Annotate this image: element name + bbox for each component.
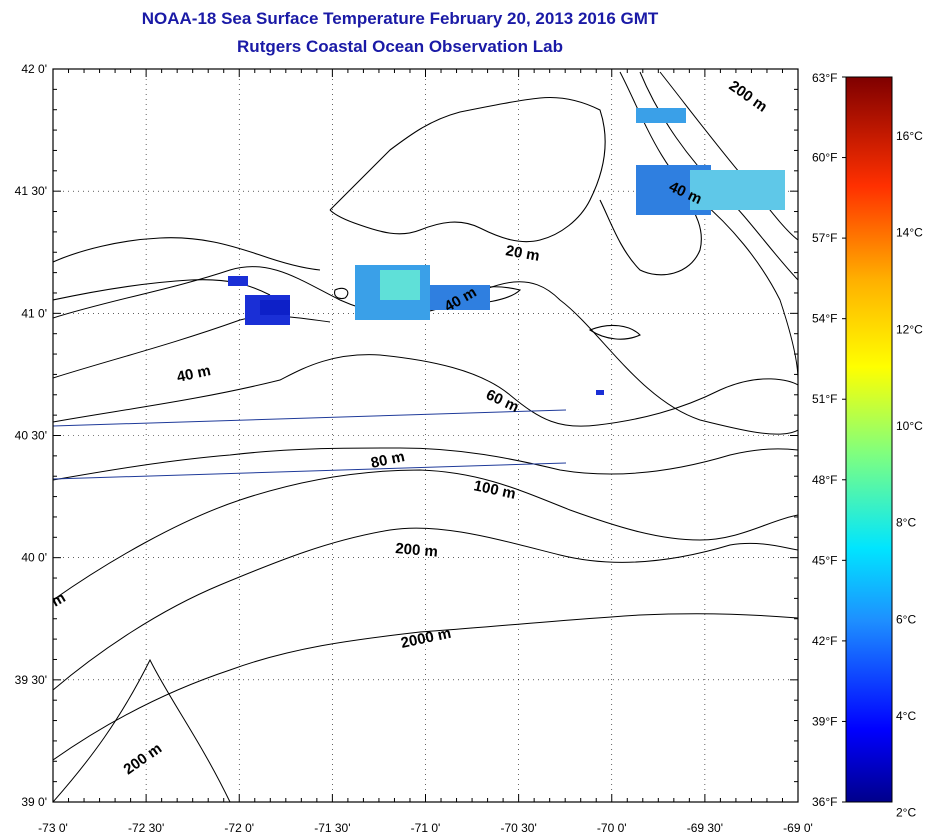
longitude-tick-label: -72 0' bbox=[224, 821, 254, 835]
contour-label-100m: 100 m bbox=[472, 477, 517, 502]
colorbar-fahrenheit-tick: 51°F bbox=[812, 392, 837, 406]
longitude-tick-label: -70 0' bbox=[597, 821, 627, 835]
contour-label-200m-sw: 200 m bbox=[121, 740, 166, 778]
long-island-shore bbox=[53, 237, 321, 301]
sst-patch bbox=[430, 285, 490, 310]
contour-80m bbox=[53, 447, 798, 481]
longitude-tick-label: -71 30' bbox=[314, 821, 350, 835]
colorbar-celsius-tick: 8°C bbox=[896, 516, 916, 530]
sst-patch bbox=[636, 108, 686, 123]
colorbar-fahrenheit-tick: 60°F bbox=[812, 151, 837, 165]
longitude-axis: -73 0' -72 30' -72 0' -71 30' -71 0' -70 30' -… bbox=[38, 821, 813, 835]
longitude-tick-label: -72 30' bbox=[128, 821, 164, 835]
colorbar-fahrenheit-tick: 48°F bbox=[812, 473, 837, 487]
sst-patch bbox=[596, 390, 604, 395]
colorbar-celsius-labels: 16°C 14°C 12°C 10°C 8°C 6°C 4°C 2°C bbox=[896, 129, 923, 820]
map-title: NOAA-18 Sea Surface Temperature February… bbox=[141, 9, 659, 28]
sst-patch bbox=[690, 170, 785, 210]
longitude-tick-label: -70 30' bbox=[500, 821, 536, 835]
latitude-tick-label: 40 30' bbox=[15, 429, 47, 443]
colorbar-fahrenheit-tick: 45°F bbox=[812, 553, 837, 567]
contour-label-80m: 80 m bbox=[369, 448, 406, 472]
colorbar-fahrenheit-tick: 36°F bbox=[812, 795, 837, 809]
sst-patches bbox=[228, 108, 785, 395]
colorbar-celsius-tick: 6°C bbox=[896, 612, 916, 626]
map-subtitle: Rutgers Coastal Ocean Observation Lab bbox=[237, 37, 563, 56]
latitude-tick-label: 41 30' bbox=[15, 184, 47, 198]
colorbar-fahrenheit-tick: 42°F bbox=[812, 634, 837, 648]
sst-patch bbox=[380, 270, 420, 300]
contour-label-200m-ne: 200 m bbox=[726, 77, 771, 115]
colorbar-celsius-tick: 14°C bbox=[896, 226, 923, 240]
contour-60m bbox=[53, 354, 798, 427]
contour-200m-canyon bbox=[53, 658, 231, 802]
contour-label-20m: 20 m bbox=[504, 242, 541, 265]
sst-patch bbox=[228, 276, 248, 286]
colorbar-celsius-tick: 10°C bbox=[896, 419, 923, 433]
colorbar bbox=[845, 76, 893, 803]
latitude-tick-label: 40 0' bbox=[21, 551, 47, 565]
colorbar-fahrenheit-tick: 57°F bbox=[812, 231, 837, 245]
latitude-tick-label: 39 30' bbox=[15, 673, 47, 687]
colorbar-celsius-tick: 16°C bbox=[896, 129, 923, 143]
longitude-tick-label: -69 0' bbox=[783, 821, 813, 835]
longitude-tick-label: -69 30' bbox=[687, 821, 723, 835]
contour-label-200m-mid: 200 m bbox=[395, 540, 439, 561]
cape-cod bbox=[599, 199, 702, 276]
longitude-tick-label: -73 0' bbox=[38, 821, 68, 835]
colorbar-fahrenheit-tick: 54°F bbox=[812, 312, 837, 326]
satellite-tracks bbox=[53, 409, 567, 480]
contour-label-2000m: 2000 m bbox=[399, 625, 452, 652]
nantucket bbox=[588, 324, 641, 340]
block-island bbox=[334, 287, 349, 300]
contour-label-m-edge: m bbox=[49, 589, 69, 610]
contour-2000m bbox=[53, 613, 798, 761]
colorbar-celsius-tick: 12°C bbox=[896, 322, 923, 336]
contour-label-40m-west: 40 m bbox=[175, 362, 212, 386]
latitude-tick-label: 42 0' bbox=[21, 62, 47, 76]
axis-minor-ticks bbox=[52, 68, 799, 803]
latitude-tick-label: 41 0' bbox=[21, 306, 47, 320]
contour-200m-northeast bbox=[619, 71, 798, 381]
track-line-2 bbox=[53, 462, 567, 480]
colorbar-fahrenheit-tick: 63°F bbox=[812, 71, 837, 85]
colorbar-celsius-tick: 2°C bbox=[896, 806, 916, 820]
latitude-tick-label: 39 0' bbox=[21, 795, 47, 809]
contour-40m-west bbox=[53, 315, 331, 379]
contour-200m-south bbox=[53, 527, 798, 691]
new-england-shore bbox=[329, 96, 606, 243]
colorbar-fahrenheit-labels: 63°F 60°F 57°F 54°F 51°F 48°F 45°F 42°F 39°F 36°F bbox=[812, 71, 846, 809]
colorbar-celsius-tick: 4°C bbox=[896, 709, 916, 723]
sst-patch bbox=[260, 300, 290, 315]
contour-100m bbox=[53, 469, 798, 601]
track-line-1 bbox=[53, 409, 567, 427]
latitude-axis: 42 0' 41 30' 41 0' 40 30' 40 0' 39 30' 39 0' bbox=[15, 62, 47, 809]
longitude-tick-label: -71 0' bbox=[411, 821, 441, 835]
colorbar-fahrenheit-tick: 39°F bbox=[812, 714, 837, 728]
